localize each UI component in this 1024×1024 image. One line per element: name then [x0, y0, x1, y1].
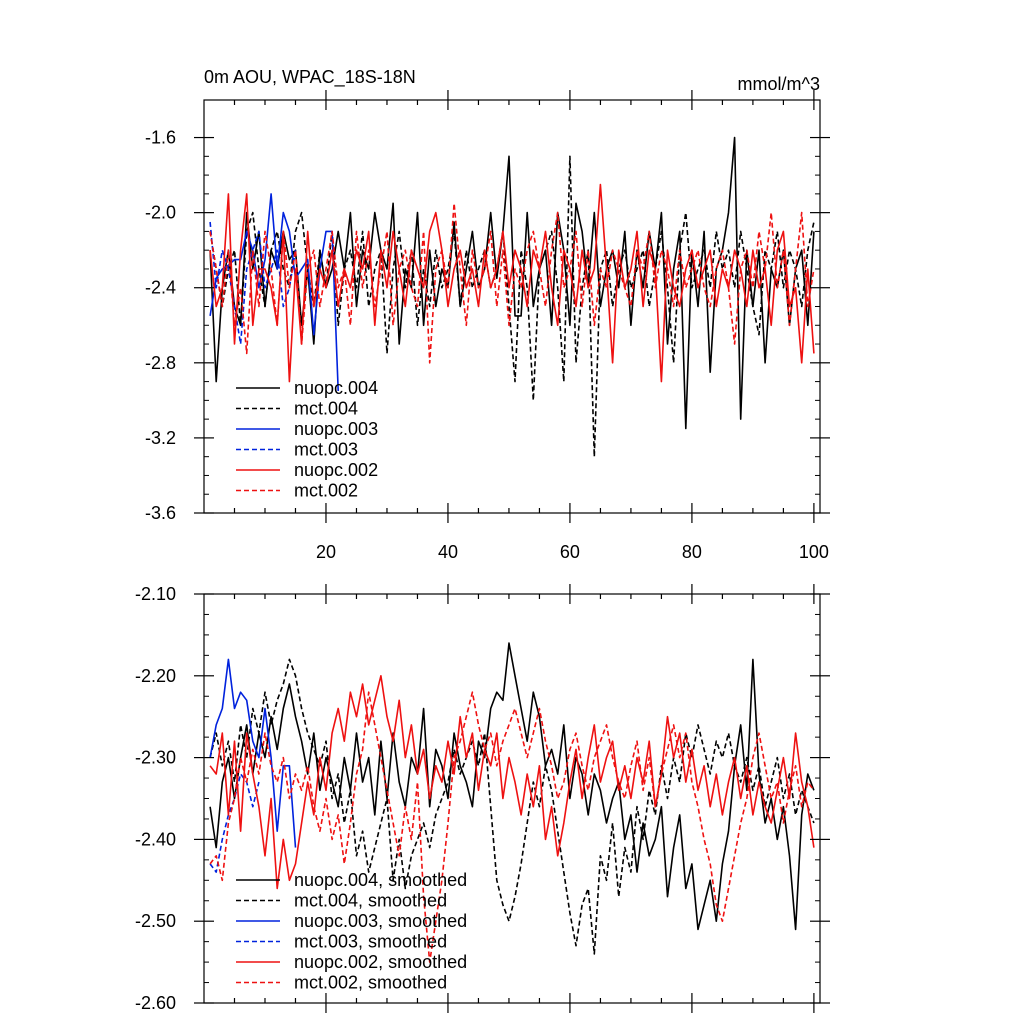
legend-label: nuopc.002, smoothed	[294, 952, 467, 972]
series-line-4	[209, 674, 815, 890]
series-line-5	[209, 202, 815, 364]
legend-label: nuopc.004	[294, 378, 378, 398]
series-line-4	[209, 183, 815, 383]
legend-label: mct.003	[294, 440, 358, 460]
series-line-1	[209, 658, 815, 955]
top-panel: 0m AOU, WPAC_18S-18N mmol/m^3 -1.6 -2.0 -2…	[145, 67, 830, 562]
series-lines	[209, 136, 815, 458]
y-tick-label: -2.10	[135, 584, 176, 604]
series-line-5	[209, 691, 815, 963]
units-label: mmol/m^3	[738, 74, 820, 94]
y-tick-label: -2.40	[135, 829, 176, 849]
x-tick-label: 40	[438, 542, 458, 562]
legend-label: nuopc.003, smoothed	[294, 911, 467, 931]
y-tick-label: -2.20	[135, 666, 176, 686]
x-tick-label: 80	[682, 542, 702, 562]
bottom-panel: -2.10 -2.20 -2.30 -2.40 -2.50 -2.60 nuopc.004,…	[135, 584, 830, 1013]
y-tick-label: -3.2	[145, 428, 176, 448]
legend-label: nuopc.002	[294, 460, 378, 480]
y-tick-label: -2.60	[135, 993, 176, 1013]
legend-label: nuopc.004, smoothed	[294, 870, 467, 890]
x-tick-label: 20	[316, 542, 336, 562]
legend-label: mct.004	[294, 399, 358, 419]
y-tick-label: -2.30	[135, 748, 176, 768]
legend-label: mct.004, smoothed	[294, 891, 447, 911]
chart-title: 0m AOU, WPAC_18S-18N	[204, 67, 416, 88]
y-tick-label: -2.50	[135, 911, 176, 931]
x-tick-label: 100	[799, 542, 829, 562]
x-tick-label: 60	[560, 542, 580, 562]
legend-label: mct.003, smoothed	[294, 932, 447, 952]
legend: nuopc.004mct.004nuopc.003mct.003nuopc.00…	[236, 378, 378, 501]
y-tick-label: -3.6	[145, 503, 176, 523]
series-line-0	[209, 642, 815, 931]
legend-label: nuopc.003	[294, 419, 378, 439]
series-lines	[209, 642, 815, 963]
y-tick-label: -2.0	[145, 203, 176, 223]
series-line-3	[209, 221, 297, 345]
series-line-3	[209, 773, 260, 873]
y-tick-label: -2.8	[145, 353, 176, 373]
series-line-2	[209, 658, 297, 848]
y-tick-label: -1.6	[145, 128, 176, 148]
legend-label: mct.002, smoothed	[294, 973, 447, 993]
y-tick-label: -2.4	[145, 278, 176, 298]
legend-label: mct.002	[294, 481, 358, 501]
